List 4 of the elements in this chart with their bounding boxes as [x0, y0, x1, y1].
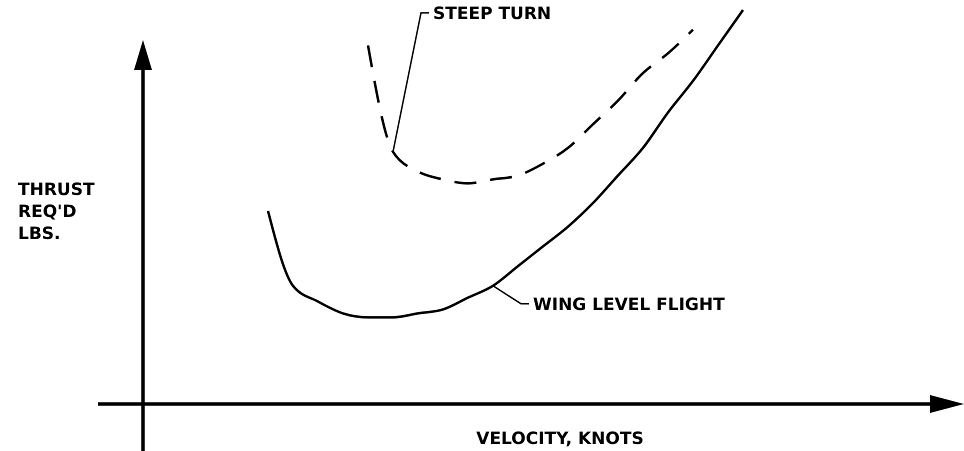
- legend-label: WING LEVEL FLIGHT: [533, 294, 726, 315]
- y-axis-title: THRUST REQ'D LBS.: [18, 180, 95, 244]
- text: STEEP TURN: [433, 4, 552, 24]
- x-axis-title: VELOCITY, KNOTS: [476, 429, 644, 449]
